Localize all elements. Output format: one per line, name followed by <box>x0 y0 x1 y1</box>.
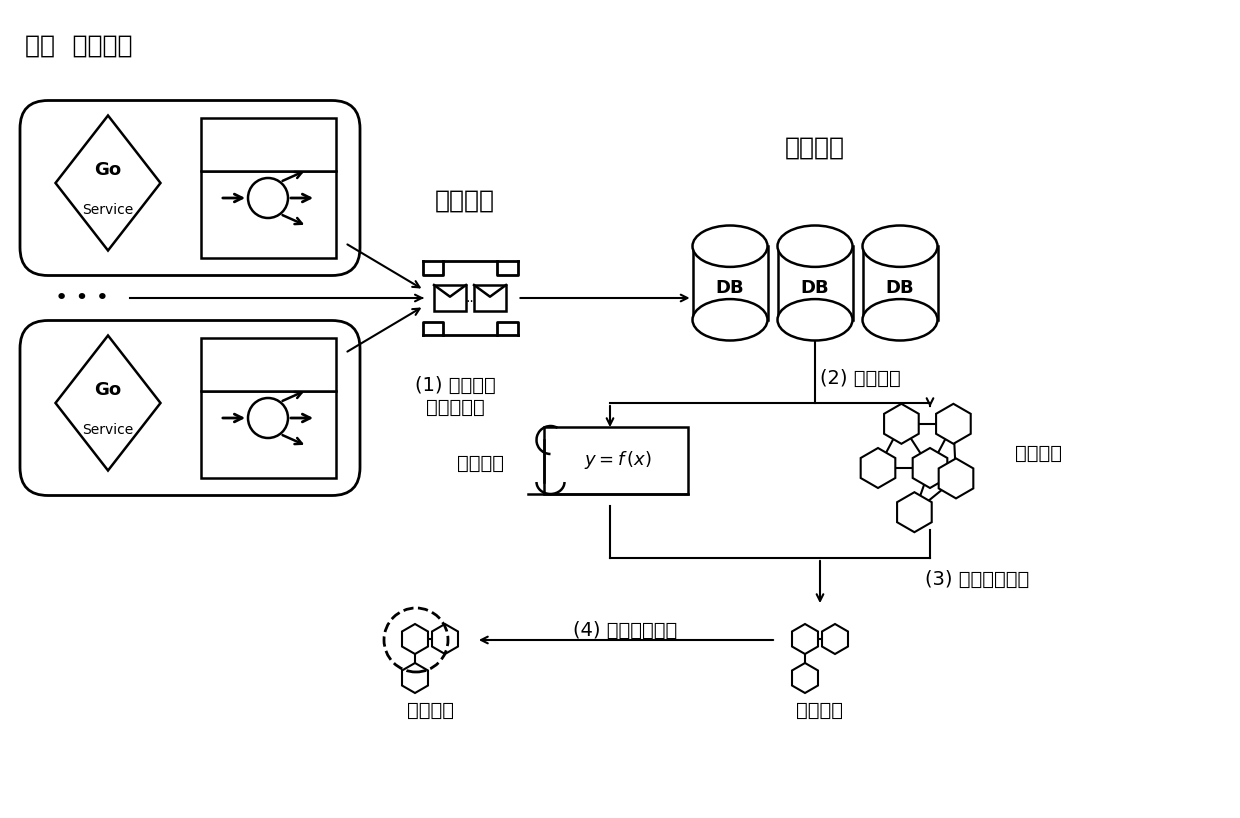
Polygon shape <box>201 118 336 171</box>
Polygon shape <box>792 624 818 654</box>
Text: 数据存储: 数据存储 <box>785 136 844 160</box>
Text: • • •: • • • <box>55 288 109 308</box>
Text: ··: ·· <box>466 295 475 309</box>
Text: Go: Go <box>94 381 122 399</box>
Ellipse shape <box>777 226 853 267</box>
Polygon shape <box>822 624 848 654</box>
Bar <box>201 171 336 258</box>
Polygon shape <box>432 624 458 654</box>
Text: (3) 异常服务检测: (3) 异常服务检测 <box>925 570 1029 589</box>
Text: 诊断结果: 诊断结果 <box>407 700 454 720</box>
Polygon shape <box>897 492 931 533</box>
Text: (2) 模型构建: (2) 模型构建 <box>820 368 900 388</box>
Text: 数据收集: 数据收集 <box>435 189 495 213</box>
Polygon shape <box>792 663 818 693</box>
Text: DB: DB <box>801 279 830 297</box>
Bar <box>692 246 768 320</box>
Text: (1) 监测数据
收集与存储: (1) 监测数据 收集与存储 <box>414 376 495 417</box>
Text: (4) 故障服务诊断: (4) 故障服务诊断 <box>573 621 677 640</box>
Text: Service: Service <box>82 423 134 437</box>
Ellipse shape <box>863 299 937 340</box>
Bar <box>434 285 466 311</box>
Bar <box>863 246 937 320</box>
Circle shape <box>248 178 288 218</box>
Circle shape <box>248 398 288 438</box>
FancyBboxPatch shape <box>20 101 360 276</box>
Text: Go: Go <box>94 161 122 179</box>
Ellipse shape <box>863 226 937 267</box>
Text: 服务  监测代理: 服务 监测代理 <box>25 34 133 58</box>
Polygon shape <box>201 338 336 391</box>
Text: $y=f\,(x)$: $y=f\,(x)$ <box>584 449 652 471</box>
Bar <box>201 391 336 478</box>
Polygon shape <box>939 458 973 498</box>
Text: 调用拓扑: 调用拓扑 <box>1016 443 1061 462</box>
Bar <box>544 427 687 494</box>
Text: Service: Service <box>82 203 134 217</box>
Ellipse shape <box>692 226 768 267</box>
Polygon shape <box>861 448 895 488</box>
Text: 回归模型: 回归模型 <box>456 453 503 473</box>
Ellipse shape <box>692 299 768 340</box>
Text: DB: DB <box>885 279 914 297</box>
Polygon shape <box>402 663 428 693</box>
Polygon shape <box>56 115 160 250</box>
Text: DB: DB <box>715 279 744 297</box>
Polygon shape <box>402 624 428 654</box>
Bar <box>777 246 853 320</box>
Polygon shape <box>884 404 919 444</box>
FancyBboxPatch shape <box>20 321 360 496</box>
Polygon shape <box>913 448 947 488</box>
Bar <box>474 285 506 311</box>
Ellipse shape <box>777 299 853 340</box>
Polygon shape <box>936 404 971 444</box>
Text: 故障子图: 故障子图 <box>796 700 843 720</box>
Polygon shape <box>56 335 160 470</box>
